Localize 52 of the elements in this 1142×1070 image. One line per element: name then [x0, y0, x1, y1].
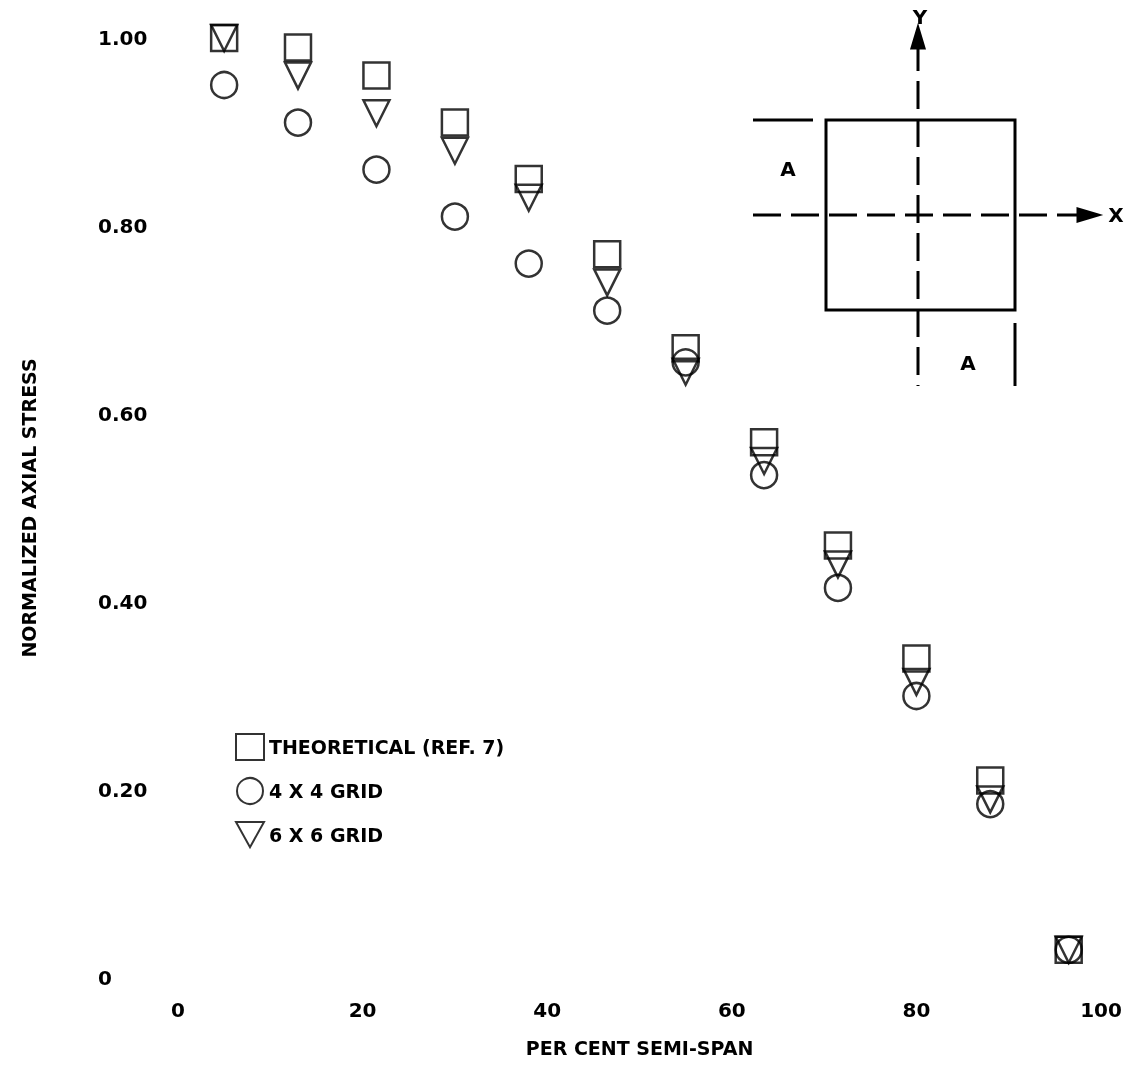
point [749, 427, 779, 457]
point [749, 446, 779, 476]
point [902, 667, 931, 697]
legend-label: 4 X 4 GRID [269, 780, 383, 802]
point [671, 348, 700, 377]
point [592, 239, 622, 269]
point [440, 202, 470, 231]
legend-label: 6 X 6 GRID [269, 823, 383, 846]
x-tick-label: 40 [533, 998, 562, 1022]
x-tick-label: 100 [1080, 998, 1122, 1022]
text: Y [911, 5, 928, 29]
point [592, 296, 622, 325]
point [514, 249, 543, 278]
point [823, 531, 853, 560]
x-tick-label: 80 [902, 998, 931, 1022]
point [514, 183, 543, 213]
x-tick-label: 0 [171, 998, 185, 1022]
y-axis-title: NORMALIZED AXIAL STRESS [17, 358, 40, 658]
point [440, 108, 470, 137]
point [440, 136, 470, 166]
point [902, 644, 931, 673]
y-tick-label: 1.00 [98, 26, 148, 50]
point [362, 61, 391, 90]
point [749, 460, 779, 490]
point [975, 785, 1005, 814]
x-tick-label: 20 [348, 998, 377, 1022]
point [362, 155, 391, 184]
text: X [1108, 203, 1125, 227]
point [976, 789, 1005, 819]
y-tick-label: 0.60 [98, 402, 148, 426]
point [823, 550, 853, 579]
y-tick-label: 0.40 [98, 590, 148, 614]
y-tick-label: 0.20 [98, 778, 148, 802]
point [362, 98, 391, 128]
y-tick-label: 0 [98, 966, 112, 990]
point [209, 70, 239, 100]
point [283, 33, 313, 62]
annotation: A [960, 351, 977, 375]
x-axis-title: PER CENT SEMI-SPAN [525, 1036, 754, 1059]
point [671, 333, 700, 363]
x-tick-label: 60 [717, 998, 746, 1022]
point [283, 61, 313, 90]
point [671, 357, 700, 386]
point [902, 681, 931, 711]
point [592, 268, 622, 297]
point [514, 164, 543, 194]
point [823, 573, 853, 603]
legend-label: THEORETICAL (REF. 7) [269, 736, 505, 758]
point [283, 108, 313, 137]
point [975, 766, 1005, 795]
annotation: A [780, 157, 797, 181]
y-tick-label: 0.80 [98, 214, 148, 238]
